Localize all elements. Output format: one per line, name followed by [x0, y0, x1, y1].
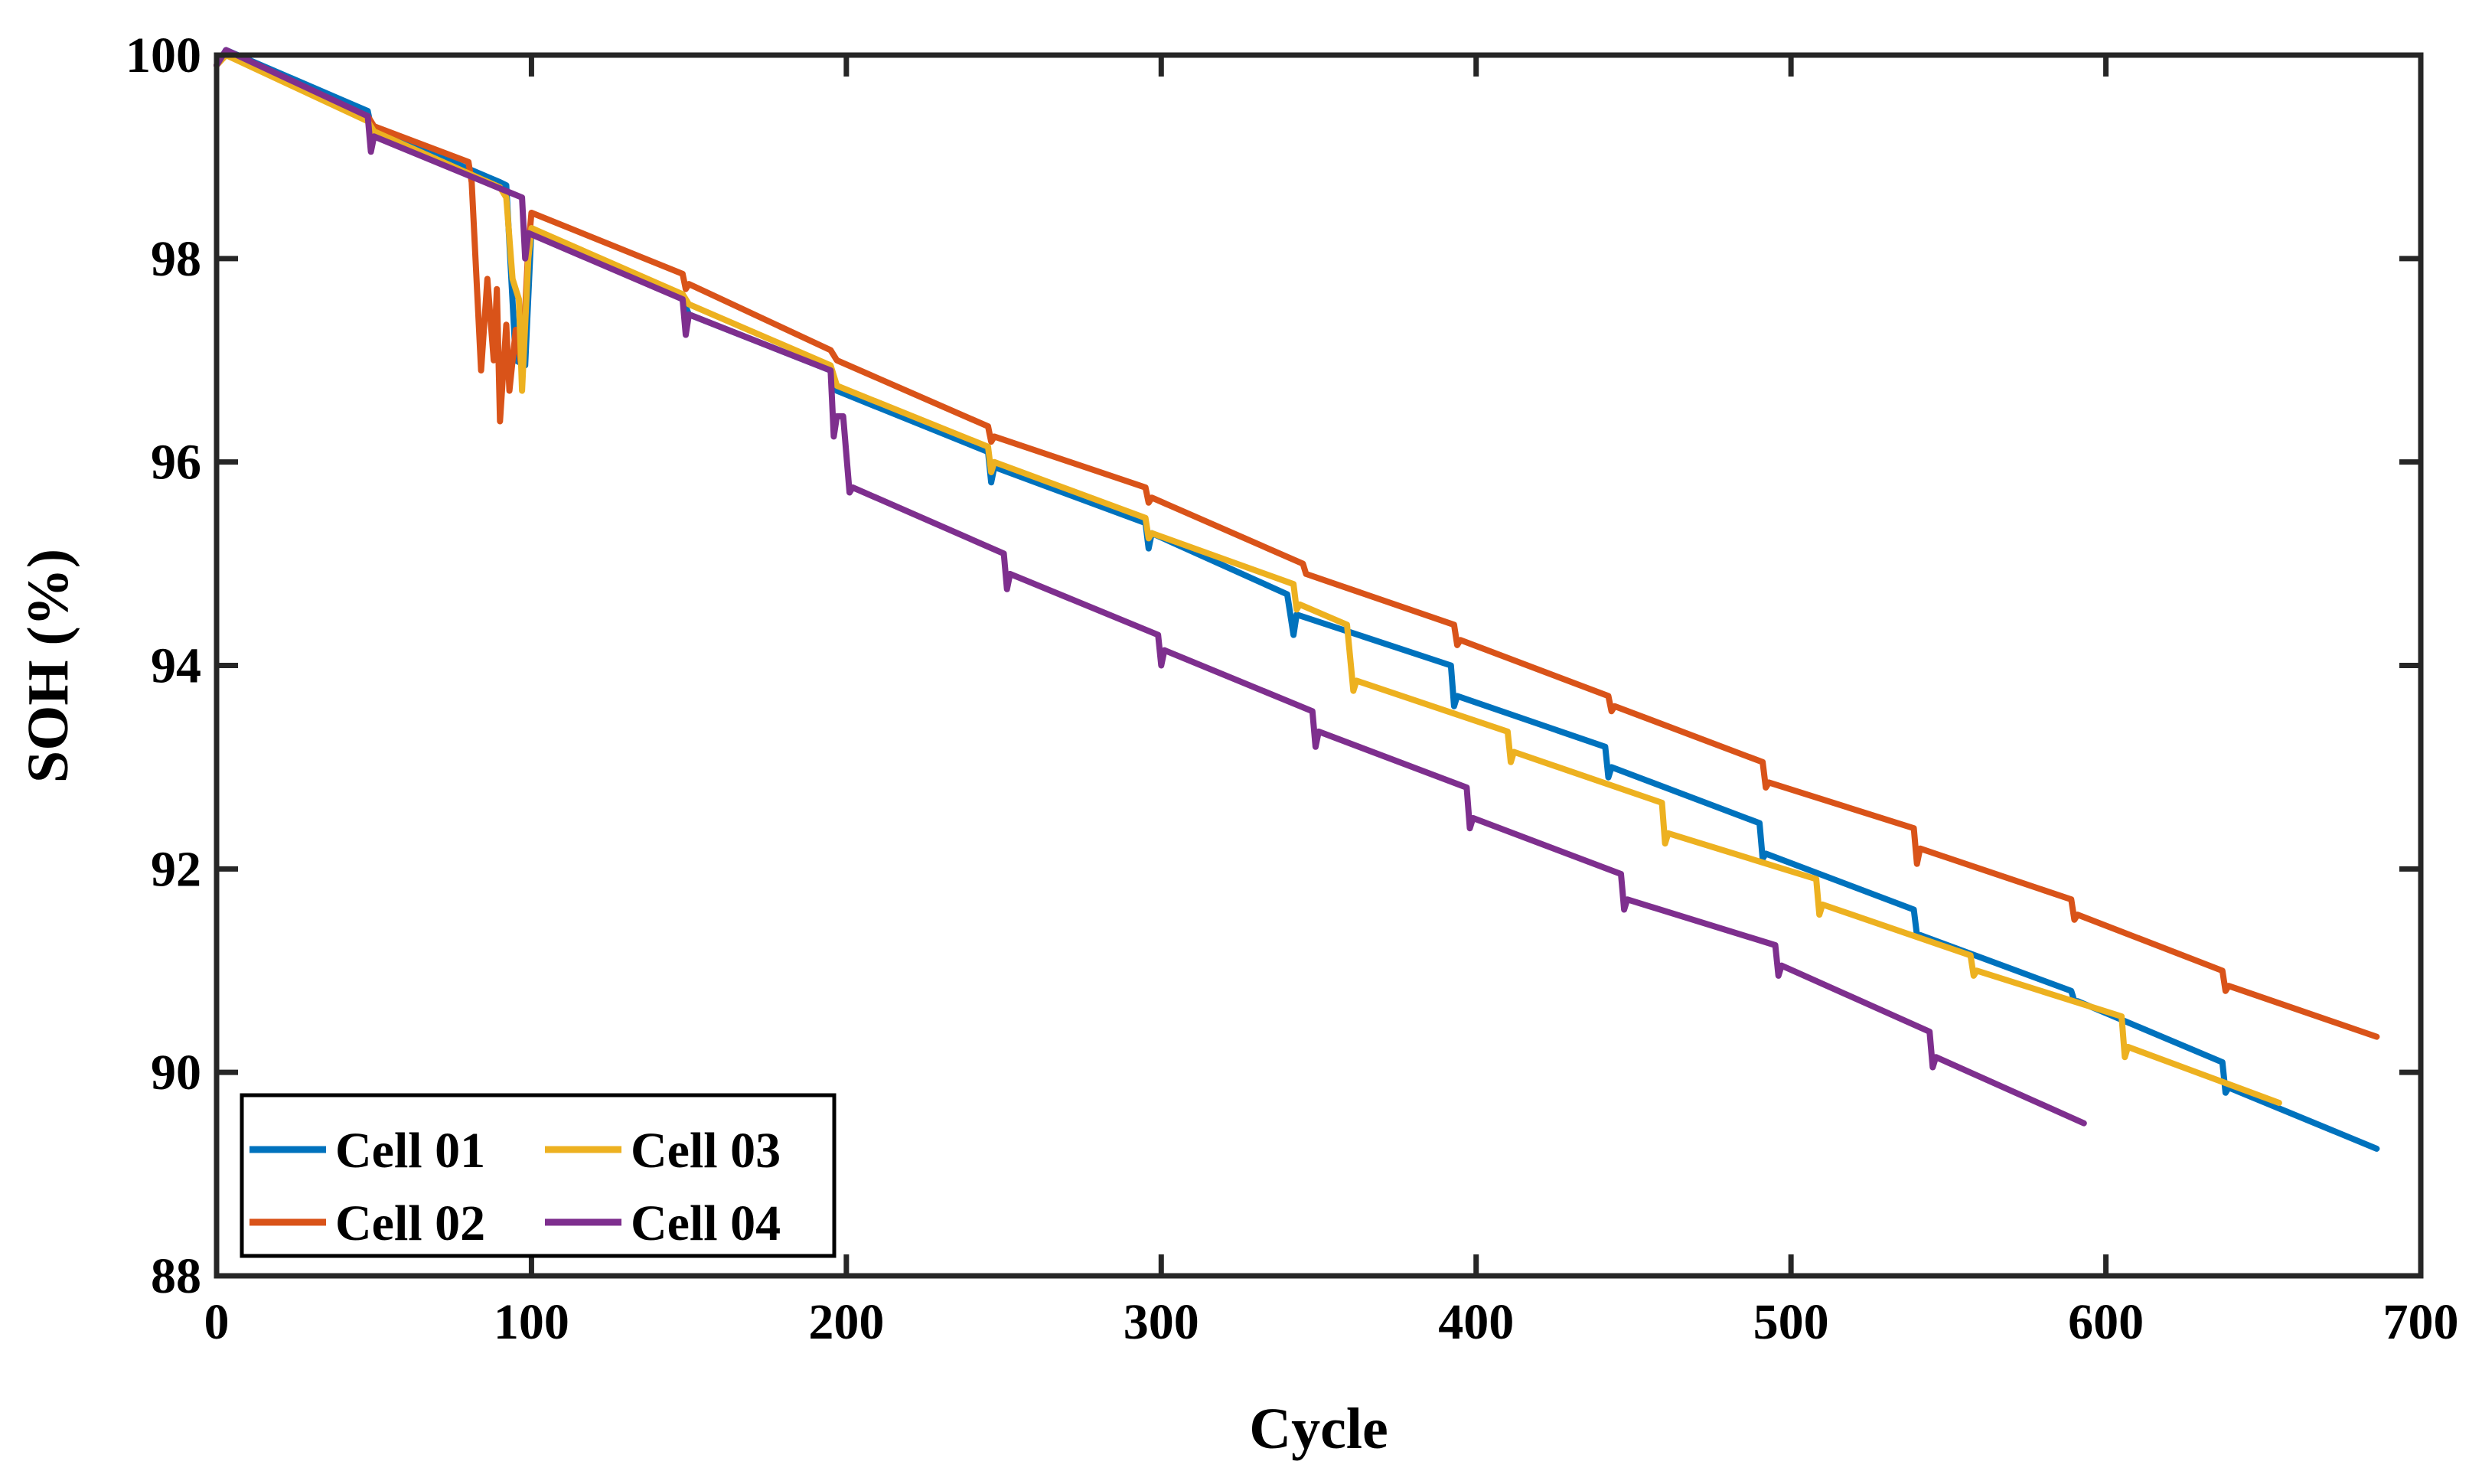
- y-tick-label: 94: [151, 638, 201, 694]
- legend-label-2: Cell 02: [335, 1195, 485, 1251]
- series-line-4: [214, 47, 2087, 1127]
- y-tick-label: 98: [151, 231, 201, 287]
- series-layer: [214, 47, 2380, 1152]
- legend-label-3: Cell 03: [631, 1123, 781, 1179]
- y-axis-label: SOH (%): [16, 549, 80, 783]
- x-tick-label: 100: [494, 1294, 569, 1350]
- x-tick-label: 200: [808, 1294, 884, 1350]
- x-tick-label: 700: [2383, 1294, 2459, 1350]
- series-line-2: [214, 52, 2380, 1040]
- y-tick-label: 100: [126, 28, 201, 83]
- tick-layer: 0 100 200 300 400 500 600 700 88 90 92 94 96 98 100: [126, 28, 2459, 1350]
- y-tick-label: 96: [151, 435, 201, 491]
- legend-box: [240, 1093, 837, 1258]
- x-tick-label: 500: [1753, 1294, 1829, 1350]
- x-tick-label: 300: [1124, 1294, 1199, 1350]
- x-tick-label: 400: [1438, 1294, 1514, 1350]
- legend-label-1: Cell 01: [335, 1123, 485, 1179]
- x-tick-label: 0: [204, 1294, 230, 1350]
- series-line-3: [214, 52, 2282, 1106]
- y-tick-label: 92: [151, 841, 201, 897]
- legend: Cell 01 Cell 03 Cell 02 Cell 04: [240, 1093, 837, 1258]
- legend-label-4: Cell 04: [631, 1195, 781, 1251]
- y-tick-label: 88: [151, 1248, 201, 1304]
- x-axis-label: Cycle: [1249, 1397, 1388, 1461]
- y-tick-label: 90: [151, 1045, 201, 1101]
- x-tick-label: 600: [2068, 1294, 2144, 1350]
